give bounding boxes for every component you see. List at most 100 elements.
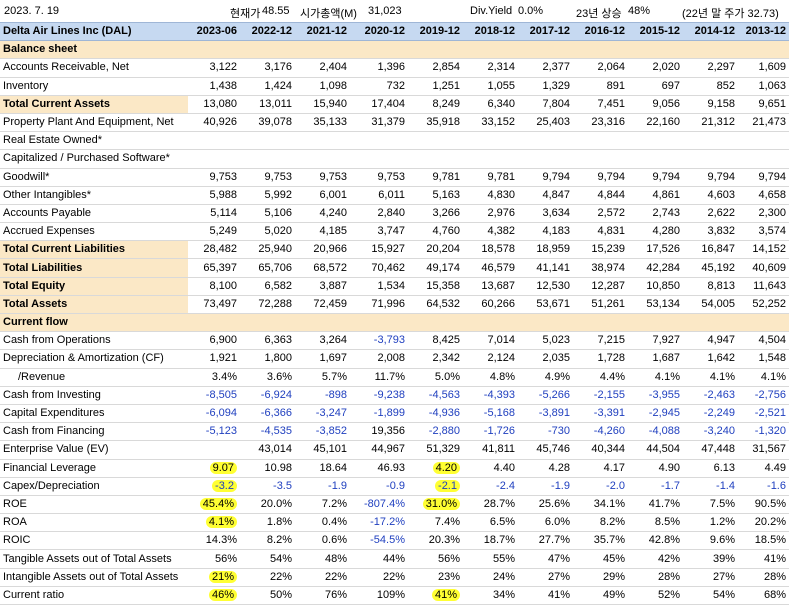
row-label: Intangible Assets out of Total Assets — [0, 568, 188, 587]
table-cell — [628, 313, 683, 333]
table-cell: 697 — [628, 77, 683, 96]
table-cell: 72,459 — [295, 295, 350, 315]
table-cell — [350, 131, 408, 151]
table-cell: 18,578 — [463, 240, 518, 260]
table-cell: 49,174 — [408, 258, 463, 278]
table-cell: 8.5% — [628, 513, 683, 533]
highlighted-value: 4.20 — [432, 461, 460, 474]
table-cell: 23,316 — [573, 113, 628, 133]
highlighted-value: -3.2 — [212, 479, 237, 492]
table-cell: 54% — [683, 586, 738, 605]
table-cell: 8,813 — [683, 277, 738, 296]
table-cell: 1,438 — [188, 77, 240, 96]
table-cell: 18.5% — [738, 531, 789, 551]
table-cell: 1,098 — [295, 77, 350, 96]
table-cell — [683, 313, 738, 333]
table-cell: 7,804 — [518, 95, 573, 114]
table-cell: 41.7% — [628, 495, 683, 515]
table-cell: 23% — [408, 568, 463, 587]
table-cell: 20.3% — [408, 531, 463, 551]
table-cell: 3,266 — [408, 204, 463, 224]
table-cell: 13,687 — [463, 277, 518, 296]
table-cell: 4,658 — [738, 186, 789, 205]
table-cell — [295, 131, 350, 151]
table-cell: 9,651 — [738, 95, 789, 114]
table-cell: 68% — [738, 586, 789, 605]
row-label: Total Equity — [0, 277, 188, 296]
table-cell: 891 — [573, 77, 628, 96]
table-cell — [628, 40, 683, 60]
table-cell: 7.4% — [408, 513, 463, 533]
table-cell: 8,425 — [408, 331, 463, 351]
row-label: Cash from Investing — [0, 386, 188, 405]
table-cell — [408, 313, 463, 333]
table-cell: 24% — [463, 568, 518, 587]
table-cell: 9,794 — [683, 168, 738, 187]
table-cell: 35.7% — [573, 531, 628, 551]
table-cell: 2,342 — [408, 349, 463, 369]
table-cell: 3.6% — [240, 368, 295, 387]
table-cell: -898 — [295, 386, 350, 405]
table-row: Real Estate Owned* — [0, 131, 789, 151]
table-cell: 28% — [628, 568, 683, 587]
table-cell: 76% — [295, 586, 350, 605]
table-cell: 4,185 — [295, 222, 350, 242]
table-row: Property Plant And Equipment, Net 40,926 3… — [0, 113, 789, 133]
table-cell: 6.13 — [683, 459, 738, 478]
table-cell: 54,005 — [683, 295, 738, 315]
table-cell: 5,106 — [240, 204, 295, 224]
table-cell: 20,966 — [295, 240, 350, 260]
table-cell: 73,497 — [188, 295, 240, 315]
table-cell — [188, 149, 240, 169]
table-cell: -5,168 — [463, 404, 518, 424]
table-cell: 53,671 — [518, 295, 573, 315]
table-cell: 39% — [683, 549, 738, 569]
table-cell: 2,404 — [295, 58, 350, 78]
table-row: Current flow — [0, 313, 789, 333]
reference-price: (22년 말 주가 32.73) — [682, 8, 779, 20]
table-cell: 6,582 — [240, 277, 295, 296]
table-cell: -3,240 — [683, 422, 738, 442]
table-cell: -9,238 — [350, 386, 408, 405]
table-cell: -807.4% — [350, 495, 408, 515]
highlighted-value: 21% — [208, 570, 237, 583]
table-row: Accrued Expenses 5,249 5,020 4,185 3,747 4,76… — [0, 222, 789, 242]
table-row: Cash from Operations 6,900 6,363 3,264 -3,79… — [0, 331, 789, 351]
table-cell: 19,356 — [350, 422, 408, 442]
table-cell: 18,959 — [518, 240, 573, 260]
table-cell: 70,462 — [350, 258, 408, 278]
table-cell — [188, 313, 240, 333]
table-row: Other Intangibles* 5,988 5,992 6,001 6,011 5,… — [0, 186, 789, 205]
highlighted-value: 9.07 — [209, 461, 237, 474]
table-cell: 40,609 — [738, 258, 789, 278]
table-cell: 5,992 — [240, 186, 295, 205]
highlighted-value: 45.4% — [199, 497, 237, 510]
table-cell: 732 — [350, 77, 408, 96]
table-cell: 40,926 — [188, 113, 240, 133]
table-cell: 5,249 — [188, 222, 240, 242]
financial-table: Delta Air Lines Inc (DAL) 2023-06 2022-12… — [0, 21, 789, 605]
table-cell: 64,532 — [408, 295, 463, 315]
table-cell: 2,976 — [463, 204, 518, 224]
table-cell: 10,850 — [628, 277, 683, 296]
table-cell: 7,215 — [573, 331, 628, 351]
table-cell: 8,100 — [188, 277, 240, 296]
table-cell: 2,300 — [738, 204, 789, 224]
table-cell: 4,280 — [628, 222, 683, 242]
table-cell: 4,760 — [408, 222, 463, 242]
table-cell: 3.4% — [188, 368, 240, 387]
table-cell: -2.4 — [463, 477, 518, 496]
table-cell: 6.0% — [518, 513, 573, 533]
market-cap-label: 시가총액(M) — [300, 8, 357, 20]
table-cell: -730 — [518, 422, 573, 442]
table-cell: 60,266 — [463, 295, 518, 315]
table-cell: 0.4% — [295, 513, 350, 533]
table-cell: 4,382 — [463, 222, 518, 242]
table-cell: 20.2% — [738, 513, 789, 533]
table-cell: -1.4 — [683, 477, 738, 496]
table-cell: 8,249 — [408, 95, 463, 114]
table-cell: 1,424 — [240, 77, 295, 96]
table-cell: -4,563 — [408, 386, 463, 405]
table-cell: 2,008 — [350, 349, 408, 369]
table-cell: 4,844 — [573, 186, 628, 205]
